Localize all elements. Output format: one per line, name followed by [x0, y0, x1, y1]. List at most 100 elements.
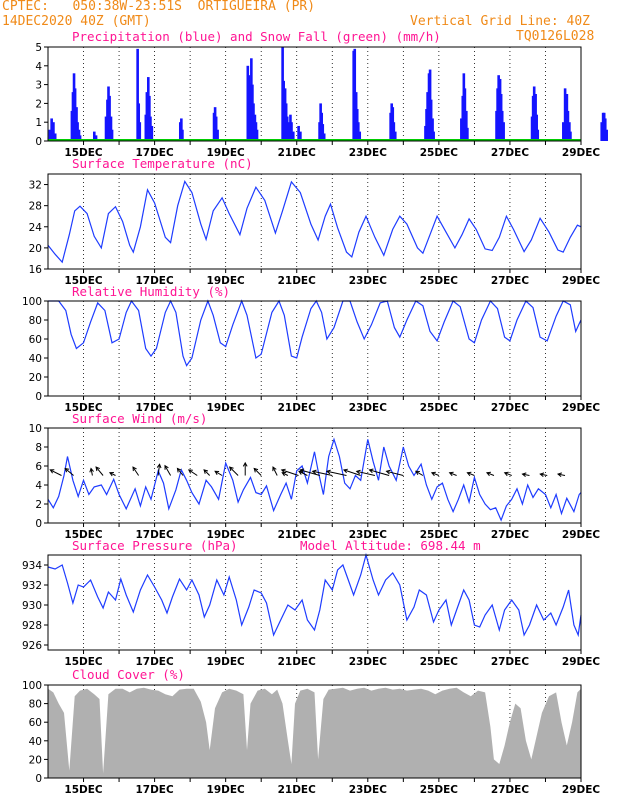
precip-bar — [463, 88, 467, 141]
panel-frame — [47, 46, 582, 142]
precip-bar — [145, 92, 149, 141]
precip-bar — [426, 92, 429, 141]
x-tick-label: 17DEC — [135, 529, 174, 541]
precip-bar — [562, 122, 565, 141]
panel-title: Relative Humidity (%) — [72, 284, 230, 299]
y-tick-label: 0 — [35, 136, 42, 148]
wind-arrow — [282, 472, 289, 476]
panel-title: Precipitation (blue) and Snow Fall (gree… — [72, 29, 441, 44]
y-tick-label: 0 — [35, 391, 42, 403]
x-tick-label: 19DEC — [207, 529, 246, 541]
y-tick-label: 928 — [22, 620, 42, 632]
wind-arrow — [214, 470, 223, 476]
precip-bar — [600, 122, 604, 141]
y-tick-label: 1 — [35, 117, 42, 129]
wind-arrow-head — [385, 469, 391, 475]
precip-bar — [291, 131, 295, 141]
y-tick-label: 100 — [22, 680, 42, 692]
x-tick-label: 17DEC — [135, 275, 174, 287]
wind-arrow-head — [280, 468, 286, 474]
date-line: 14DEC2020 40Z (GMT) — [2, 14, 151, 29]
wind-arrow — [369, 469, 390, 476]
precip-bar — [287, 122, 290, 141]
x-tick-label: 25DEC — [420, 402, 459, 414]
wind-arrow-head — [281, 472, 287, 477]
y-tick-label: 5 — [35, 42, 42, 54]
precip-bar — [566, 110, 570, 141]
y-tick-label: 20 — [29, 243, 42, 255]
y-tick-label: 4 — [35, 480, 42, 492]
wind-arrow-head — [368, 468, 374, 474]
wind-arrow-head — [228, 466, 234, 472]
x-tick-label: 21DEC — [278, 275, 317, 287]
precip-bar — [290, 122, 293, 141]
y-tick-label: 20 — [29, 754, 42, 766]
wind-arrow — [272, 466, 278, 476]
precip-bar — [255, 129, 259, 141]
y-tick-label: 40 — [29, 736, 42, 748]
x-tick-label: 29DEC — [562, 402, 601, 414]
y-tick-label: 4 — [35, 61, 42, 73]
precip-bar — [535, 114, 538, 141]
series-line — [47, 179, 582, 264]
y-tick-label: 80 — [29, 315, 42, 327]
precip-bar — [497, 75, 500, 141]
wind-arrow-head — [342, 468, 348, 474]
x-tick-label: 15DEC — [64, 147, 103, 159]
x-tick-label: 15DEC — [64, 402, 103, 414]
model-code: TQ0126L028 — [516, 29, 595, 44]
x-tick-label: 19DEC — [207, 656, 246, 668]
x-tick-label: 15DEC — [64, 656, 103, 668]
x-tick-label: 27DEC — [491, 784, 530, 796]
precip-bar — [299, 131, 302, 141]
wind-arrow — [50, 469, 62, 476]
x-tick-label: 27DEC — [491, 529, 530, 541]
wind-arrow — [312, 470, 333, 476]
wind-arrow — [386, 470, 404, 476]
x-tick-label: 15DEC — [64, 529, 103, 541]
x-tick-label: 21DEC — [278, 402, 317, 414]
x-tick-label: 27DEC — [491, 402, 530, 414]
precip-bar — [353, 48, 357, 141]
wind-arrow-head — [355, 469, 361, 475]
y-tick-label: 0 — [35, 773, 42, 785]
wind-arrow-head — [325, 469, 331, 475]
x-tick-label: 29DEC — [562, 275, 601, 287]
wind-arrow-head — [132, 466, 137, 472]
wind-arrow-head — [503, 471, 509, 477]
x-tick-label: 25DEC — [420, 784, 459, 796]
y-tick-label: 16 — [29, 264, 43, 276]
precip-bar — [532, 86, 536, 141]
wind-arrow — [109, 472, 116, 476]
wind-arrow — [132, 466, 140, 476]
y-tick-label: 40 — [29, 353, 42, 365]
precip-bar — [432, 131, 435, 141]
panel-title: Surface Wind (m/s) — [72, 411, 207, 426]
x-tick-label: 29DEC — [562, 784, 601, 796]
wind-arrow — [557, 473, 566, 476]
wind-arrow-head — [414, 470, 420, 476]
y-tick-label: 934 — [22, 560, 42, 572]
wind-arrow-head — [521, 472, 527, 478]
wind-arrow-head — [108, 472, 114, 477]
wind-arrow — [177, 468, 184, 476]
wind-arrow — [343, 469, 361, 476]
x-tick-label: 21DEC — [278, 784, 317, 796]
wind-arrow-head — [299, 468, 305, 474]
precip-bar — [431, 118, 434, 141]
wind-arrow — [431, 472, 440, 476]
wind-arrow-head — [95, 466, 100, 472]
meteogram-header: CPTEC: 050:38W-23:51S ORTIGUEIRA (PR) 14… — [0, 0, 618, 48]
precip-bar — [248, 84, 252, 141]
panel-frame — [47, 684, 582, 779]
precip-bar — [285, 116, 289, 141]
wind-arrow-head — [242, 461, 248, 467]
panel-3: Relative Humidity (%) 0 20 40 60 80 100 15DEC 17… — [22, 284, 600, 414]
wind-arrow-head — [539, 472, 545, 478]
precip-bar — [181, 129, 184, 141]
wind-arrow-head — [430, 471, 436, 477]
precip-bar — [393, 131, 397, 141]
wind-arrow — [540, 473, 548, 476]
x-tick-label: 27DEC — [491, 147, 530, 159]
